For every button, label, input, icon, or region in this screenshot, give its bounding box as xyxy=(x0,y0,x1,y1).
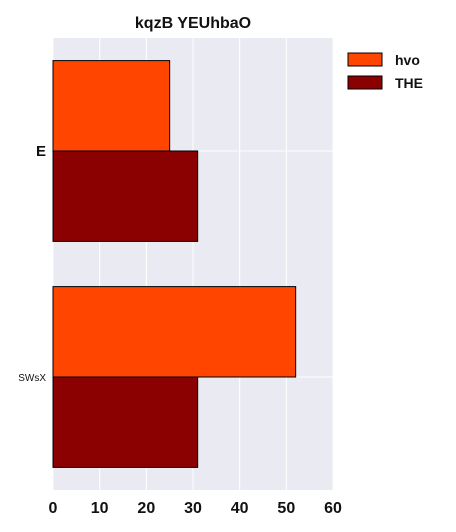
axes: 0 10 20 30 40 50 60 E SWsX xyxy=(18,143,342,517)
legend: hvo THE xyxy=(347,52,423,91)
legend-swatch xyxy=(347,52,383,67)
x-tick-label: 60 xyxy=(324,500,342,517)
bar-THE-E xyxy=(52,150,199,242)
x-tick-label: 0 xyxy=(49,500,58,517)
x-tick-label: 40 xyxy=(231,500,249,517)
bar-hvo-E xyxy=(52,60,171,152)
y-tick-label: E xyxy=(36,143,46,160)
x-tick-label: 30 xyxy=(184,500,202,517)
x-tick-label: 10 xyxy=(91,500,109,517)
x-tick-label: 50 xyxy=(277,500,295,517)
legend-label: hvo xyxy=(395,52,420,68)
bars xyxy=(52,60,297,468)
legend-swatch xyxy=(347,75,383,90)
chart-title: kqzB YEUhbaO xyxy=(135,15,251,32)
bar-THE-SWsX xyxy=(52,376,199,468)
x-tick-label: 20 xyxy=(137,500,155,517)
y-tick-label: SWsX xyxy=(18,373,46,384)
bar-hvo-SWsX xyxy=(52,286,297,378)
legend-label: THE xyxy=(395,75,423,91)
